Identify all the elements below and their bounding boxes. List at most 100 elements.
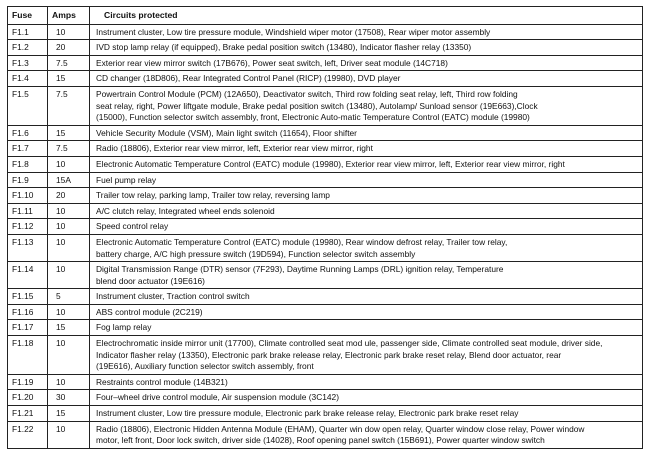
fuse-cell: F1.9 xyxy=(7,171,48,189)
table-row: F1.7 7.5 Radio (18806), Exterior rear view… xyxy=(7,140,643,157)
fuse-cell: F1.16 xyxy=(7,303,48,321)
table-row: F1.4 15 CD changer (18D806), Rear Integrat… xyxy=(7,70,643,87)
circuits-cell: Exterior rear view mirror switch (17B676… xyxy=(89,54,643,72)
circuits-cell: Speed control relay xyxy=(89,218,643,235)
amps-cell: 15 xyxy=(47,124,90,142)
circuits-line: battery charge, A/C high pressure switch… xyxy=(96,248,416,259)
circuits-line: Electronic Automatic Temperature Control… xyxy=(96,158,565,169)
table-row: F1.6 15 Vehicle Security Module (VSM), Mai… xyxy=(7,124,643,142)
table-row: F1.8 10 Electronic Automatic Temperature C… xyxy=(7,155,643,173)
amps-cell: 5 xyxy=(47,288,90,305)
fuse-cell: F1.3 xyxy=(7,54,48,72)
table-row: F1.18 10 Electrochromatic inside mirror un… xyxy=(7,335,643,375)
amps-cell: 20 xyxy=(47,187,90,204)
circuits-line: Radio (18806), Exterior rear view mirror… xyxy=(96,143,373,154)
circuits-line: Indicator flasher relay (13350), Electro… xyxy=(96,349,562,360)
table-row: F1.2 20 IVD stop lamp relay (if equipped),… xyxy=(7,39,643,56)
fuse-table: Fuse Amps Circuits protected F1.1 10 Instr… xyxy=(7,6,643,449)
table-body: F1.1 10 Instrument cluster, Low tire press… xyxy=(7,23,643,449)
circuits-cell: Electronic Automatic Temperature Control… xyxy=(89,233,643,263)
circuits-cell: Instrument cluster, Low tire pressure mo… xyxy=(89,23,643,41)
amps-cell: 7.5 xyxy=(47,54,90,72)
header-fuse: Fuse xyxy=(7,6,48,25)
amps-cell: 15 xyxy=(47,319,90,337)
fuse-cell: F1.1 xyxy=(7,23,48,41)
fuse-cell: F1.17 xyxy=(7,319,48,337)
circuits-cell: Instrument cluster, Low tire pressure mo… xyxy=(89,405,643,422)
header-row: Fuse Amps Circuits protected xyxy=(7,6,643,25)
amps-cell: 10 xyxy=(47,373,90,391)
table-row: F1.21 15 Instrument cluster, Low tire pres… xyxy=(7,405,643,422)
header-amps: Amps xyxy=(47,6,90,25)
header-circuits: Circuits protected xyxy=(89,6,643,25)
circuits-line: Exterior rear view mirror switch (17B676… xyxy=(96,57,448,68)
amps-cell: 10 xyxy=(47,303,90,321)
circuits-line: (15000), Function selector switch assemb… xyxy=(96,112,530,123)
table-row: F1.13 10 Electronic Automatic Temperature … xyxy=(7,233,643,263)
table-row: F1.15 5 Instrument cluster, Traction contr… xyxy=(7,288,643,305)
amps-cell: 20 xyxy=(47,39,90,56)
fuse-cell: F1.7 xyxy=(7,140,48,157)
fuse-cell: F1.14 xyxy=(7,261,48,290)
fuse-cell: F1.20 xyxy=(7,389,48,407)
fuse-cell: F1.19 xyxy=(7,373,48,391)
amps-cell: 10 xyxy=(47,155,90,173)
amps-cell: 10 xyxy=(47,218,90,235)
circuits-cell: Electrochromatic inside mirror unit (177… xyxy=(89,335,643,375)
circuits-line: A/C clutch relay, Integrated wheel ends … xyxy=(96,205,275,216)
fuse-cell: F1.21 xyxy=(7,405,48,422)
circuits-cell: Fuel pump relay xyxy=(89,171,643,189)
circuits-line: Trailer tow relay, parking lamp, Trailer… xyxy=(96,190,330,201)
circuits-cell: Digital Transmission Range (DTR) sensor … xyxy=(89,261,643,290)
table-row: F1.19 10 Restraints control module (14B321… xyxy=(7,373,643,391)
circuits-cell: Fog lamp relay xyxy=(89,319,643,337)
circuits-line: Fuel pump relay xyxy=(96,174,157,185)
circuits-cell: A/C clutch relay, Integrated wheel ends … xyxy=(89,202,643,220)
fuse-cell: F1.4 xyxy=(7,70,48,87)
circuits-line: Four–wheel drive control module, Air sus… xyxy=(96,392,340,403)
table-row: F1.20 30 Four–wheel drive control module, … xyxy=(7,389,643,407)
circuits-line: Electronic Automatic Temperature Control… xyxy=(96,236,508,247)
amps-cell: 15A xyxy=(47,171,90,189)
amps-cell: 7.5 xyxy=(47,140,90,157)
amps-cell: 30 xyxy=(47,389,90,407)
fuse-cell: F1.5 xyxy=(7,85,48,126)
amps-cell: 10 xyxy=(47,261,90,290)
circuits-line: blend door actuator (19E616) xyxy=(96,275,205,286)
circuits-cell: Radio (18806), Exterior rear view mirror… xyxy=(89,140,643,157)
circuits-cell: IVD stop lamp relay (if equipped), Brake… xyxy=(89,39,643,56)
circuits-cell: Four–wheel drive control module, Air sus… xyxy=(89,389,643,407)
circuits-line: Fog lamp relay xyxy=(96,322,152,333)
circuits-cell: Trailer tow relay, parking lamp, Trailer… xyxy=(89,187,643,204)
table-row: F1.10 20 Trailer tow relay, parking lamp, … xyxy=(7,187,643,204)
table-row: F1.5 7.5 Powertrain Control Module (PCM) (… xyxy=(7,85,643,126)
circuits-line: Instrument cluster, Traction control swi… xyxy=(96,291,250,302)
fuse-cell: F1.2 xyxy=(7,39,48,56)
circuits-line: Radio (18806), Electronic Hidden Antenna… xyxy=(96,423,585,434)
circuits-line: seat relay, right, Power liftgate module… xyxy=(96,100,538,111)
circuits-line: ABS control module (2C219) xyxy=(96,306,203,317)
amps-cell: 10 xyxy=(47,233,90,263)
amps-cell: 10 xyxy=(47,202,90,220)
circuits-cell: Powertrain Control Module (PCM) (12A650)… xyxy=(89,85,643,126)
circuits-line: Electrochromatic inside mirror unit (177… xyxy=(96,338,603,349)
circuits-line: Speed control relay xyxy=(96,221,169,232)
circuits-line: Vehicle Security Module (VSM), Main ligh… xyxy=(96,127,357,138)
table-row: F1.14 10 Digital Transmission Range (DTR) … xyxy=(7,261,643,290)
fuse-cell: F1.8 xyxy=(7,155,48,173)
amps-cell: 15 xyxy=(47,405,90,422)
table-row: F1.12 10 Speed control relay xyxy=(7,218,643,235)
circuits-line: (19E616), Auxiliary function selector sw… xyxy=(96,361,314,372)
circuits-cell: Electronic Automatic Temperature Control… xyxy=(89,155,643,173)
fuse-cell: F1.10 xyxy=(7,187,48,204)
fuse-cell: F1.11 xyxy=(7,202,48,220)
table-row: F1.17 15 Fog lamp relay xyxy=(7,319,643,337)
table-row: F1.9 15A Fuel pump relay xyxy=(7,171,643,189)
circuits-line: motor, left front, Door lock switch, dri… xyxy=(96,435,545,446)
amps-cell: 10 xyxy=(47,335,90,375)
circuits-line: Restraints control module (14B321) xyxy=(96,376,228,387)
fuse-cell: F1.13 xyxy=(7,233,48,263)
circuits-cell: Restraints control module (14B321) xyxy=(89,373,643,391)
circuits-line: Instrument cluster, Low tire pressure mo… xyxy=(96,26,491,37)
circuits-line: IVD stop lamp relay (if equipped), Brake… xyxy=(96,42,472,53)
